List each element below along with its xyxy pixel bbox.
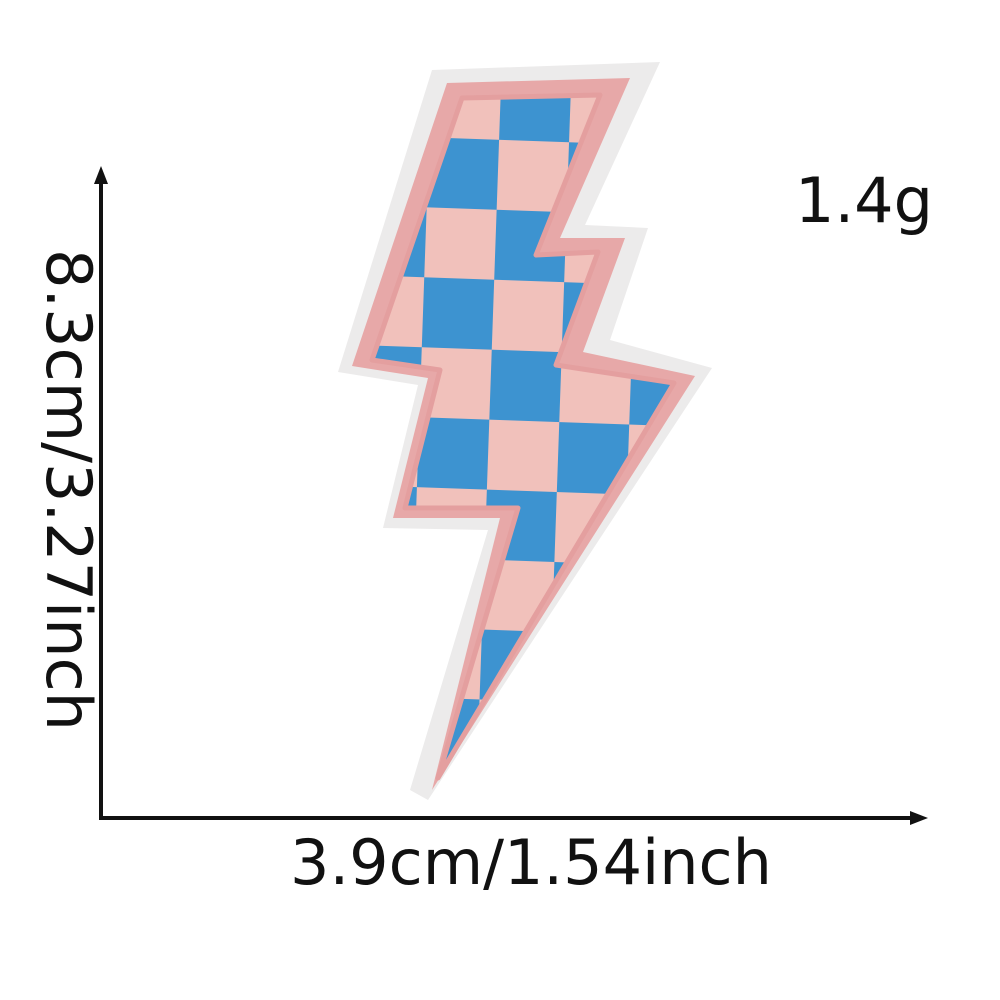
width-dimension-label: 3.9cm/1.54inch: [290, 826, 772, 899]
checker-pattern: [372, 95, 674, 778]
height-dimension-label: 8.3cm/3.27inch: [32, 249, 105, 731]
patch-stitch-line: [369, 92, 677, 781]
weight-label: 1.4g: [795, 164, 933, 237]
vertical-arrow-icon: [94, 166, 108, 184]
horizontal-arrow-icon: [910, 811, 928, 825]
